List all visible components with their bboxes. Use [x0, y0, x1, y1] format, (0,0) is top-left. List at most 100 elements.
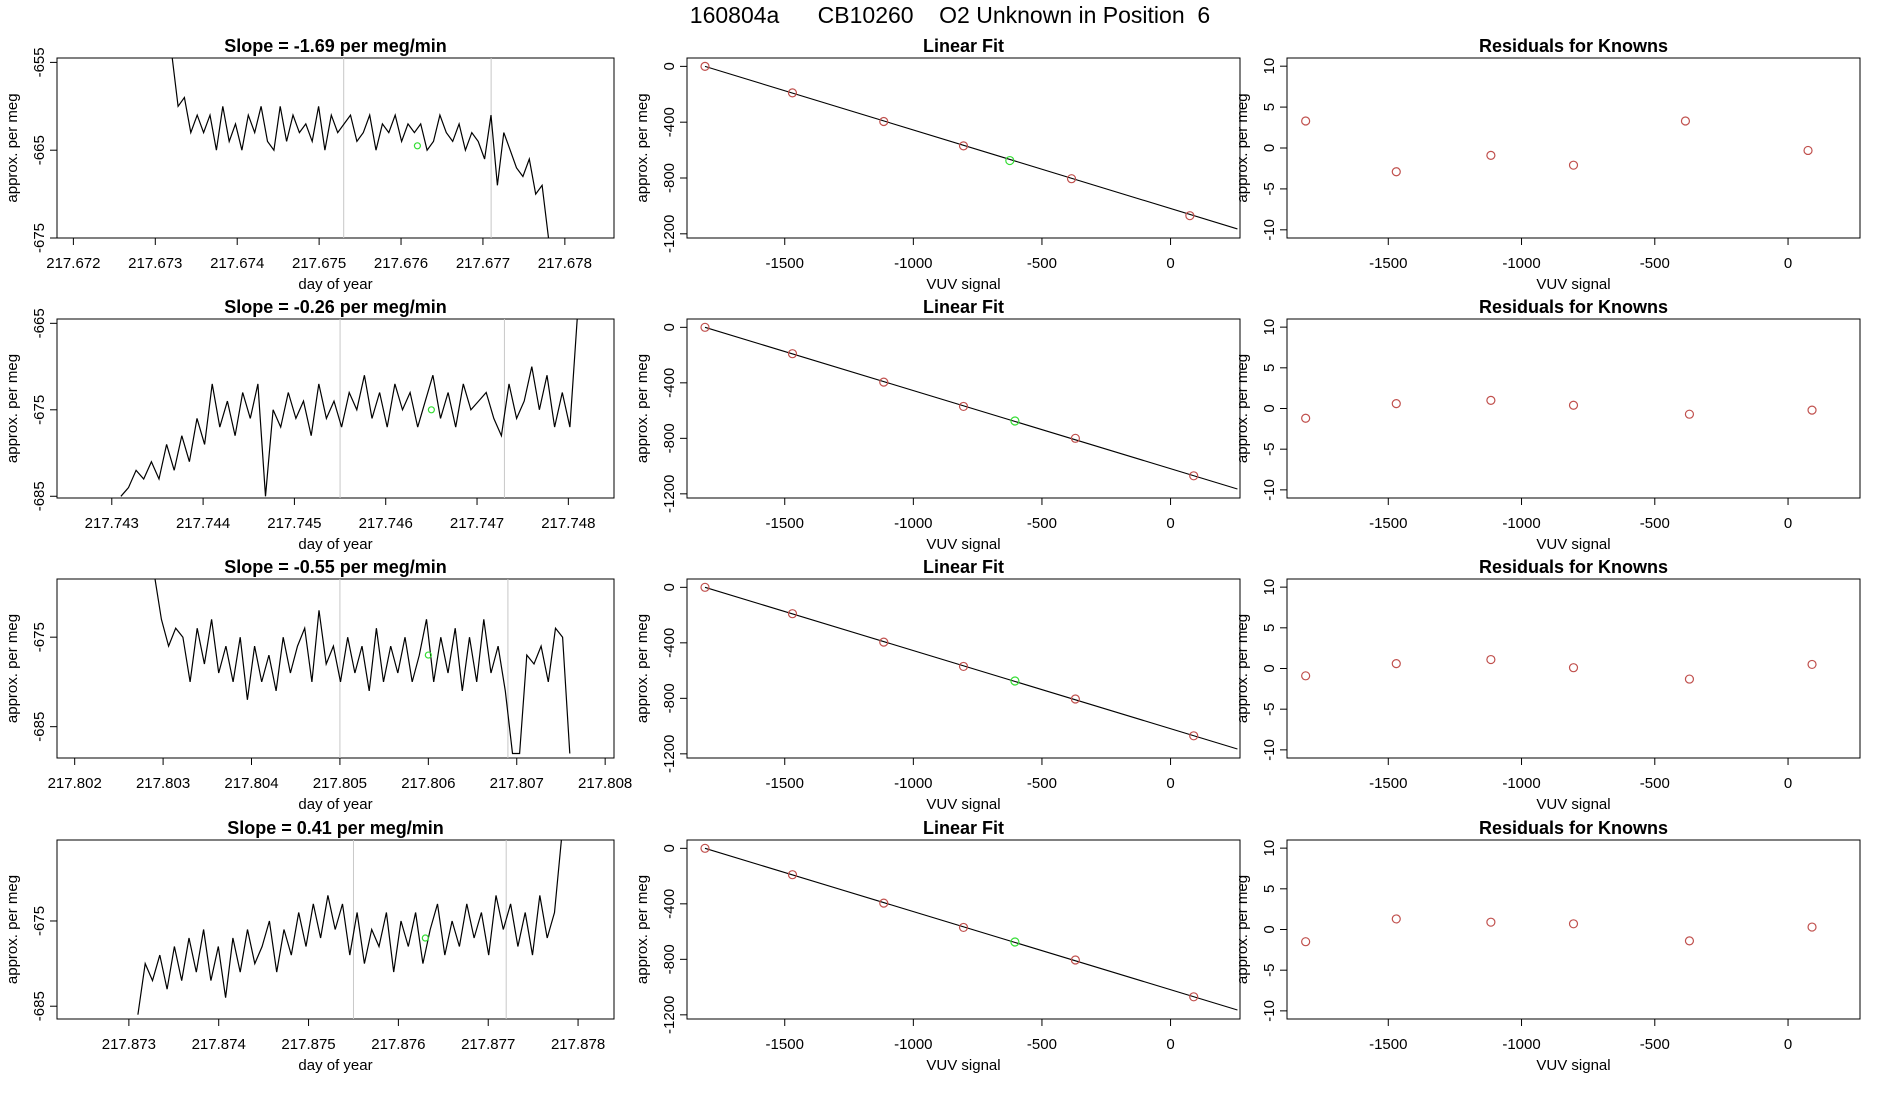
known-point	[1301, 116, 1311, 126]
x-tick-label: -500	[1027, 775, 1057, 792]
unknown-point	[1010, 676, 1020, 686]
chart-title: Residuals for Knowns	[1479, 557, 1668, 577]
y-axis-label: approx. per meg	[1234, 875, 1251, 984]
y-tick-label: -800	[661, 944, 678, 974]
y-axis-label: approx. per meg	[1234, 354, 1251, 463]
known-point	[1486, 150, 1496, 160]
y-tick-label: -5	[1261, 182, 1278, 195]
y-tick-label: 0	[1261, 404, 1278, 412]
known-point	[1301, 413, 1311, 423]
x-tick-label: 0	[1784, 1036, 1792, 1053]
x-tick-label: 217.746	[359, 515, 413, 532]
unknown-point	[424, 651, 432, 659]
unknown-point	[1010, 937, 1020, 947]
known-point	[1189, 731, 1199, 741]
known-point	[879, 898, 889, 908]
y-tick-label: -400	[661, 368, 678, 398]
x-tick-label: 217.675	[292, 255, 346, 272]
y-tick-label: 5	[1261, 103, 1278, 111]
series-line	[154, 579, 571, 755]
chart-title: Residuals for Knowns	[1479, 818, 1668, 838]
x-tick-label: 217.678	[538, 255, 592, 272]
y-tick-label: -400	[661, 107, 678, 137]
x-tick-label: -1500	[766, 255, 804, 272]
known-point	[700, 322, 710, 332]
y-tick-label: 0	[661, 844, 678, 852]
known-point	[1391, 914, 1401, 924]
x-axis-label: day of year	[298, 536, 372, 553]
known-point	[879, 637, 889, 647]
x-tick-label: 0	[1166, 515, 1174, 532]
chart-title: Linear Fit	[923, 818, 1004, 838]
x-tick-label: 0	[1166, 1036, 1174, 1053]
x-tick-label: 217.747	[450, 515, 504, 532]
fit-line	[704, 586, 1238, 750]
y-tick-label: 10	[1261, 840, 1278, 857]
x-tick-label: 0	[1784, 515, 1792, 532]
known-point	[1486, 654, 1496, 665]
known-point	[879, 377, 889, 387]
y-tick-label: 10	[1261, 319, 1278, 336]
unknown-point	[1010, 416, 1020, 426]
x-axis-label: day of year	[298, 796, 372, 813]
x-tick-label: 217.808	[578, 775, 632, 792]
y-tick-label: 0	[661, 62, 678, 70]
known-point	[1391, 659, 1401, 669]
known-point	[958, 922, 969, 933]
x-tick-label: 217.677	[456, 255, 510, 272]
plot-frame	[686, 578, 1241, 759]
x-tick-label: -1000	[894, 775, 932, 792]
chart-title: Slope = -0.26 per meg/min	[224, 297, 447, 317]
known-point	[700, 843, 710, 853]
y-tick-label: 10	[1261, 579, 1278, 596]
known-point	[1680, 116, 1691, 126]
y-axis-label: approx. per meg	[1234, 614, 1251, 723]
x-axis-label: VUV signal	[1536, 796, 1610, 813]
fit-line	[704, 65, 1238, 230]
x-tick-label: 217.743	[85, 515, 139, 532]
y-axis-label: approx. per meg	[4, 93, 21, 202]
plot-frame	[56, 839, 615, 1020]
x-tick-label: -500	[1640, 1036, 1670, 1053]
x-tick-label: -1000	[894, 1036, 932, 1053]
chart-title: Slope = 0.41 per meg/min	[227, 818, 444, 838]
x-tick-label: 217.807	[490, 775, 544, 792]
x-tick-label: 217.748	[541, 515, 595, 532]
known-point	[1070, 694, 1080, 704]
unknown-point	[1005, 155, 1015, 166]
known-point	[1189, 471, 1199, 481]
x-tick-label: 0	[1784, 775, 1792, 792]
fit-line	[704, 326, 1238, 490]
x-tick-label: 0	[1784, 255, 1792, 272]
x-tick-label: -1500	[1369, 1036, 1407, 1053]
plot-frame	[1286, 57, 1861, 239]
known-point	[1807, 922, 1817, 932]
y-tick-label: 0	[661, 323, 678, 331]
known-point	[1066, 174, 1077, 184]
known-point	[1301, 937, 1311, 947]
y-tick-label: 5	[1261, 885, 1278, 893]
known-point	[958, 141, 969, 151]
x-tick-label: 217.878	[551, 1036, 605, 1053]
x-tick-label: 0	[1166, 775, 1174, 792]
known-point	[787, 609, 798, 619]
known-point	[958, 661, 969, 672]
known-point	[1391, 399, 1401, 409]
known-point	[1301, 671, 1311, 681]
x-tick-label: 0	[1166, 255, 1174, 272]
page-title: 160804a CB10260 O2 Unknown in Position 6	[689, 2, 1211, 28]
x-tick-label: -1000	[894, 255, 932, 272]
known-point	[1684, 936, 1695, 946]
known-point	[1568, 919, 1579, 929]
y-tick-label: -5	[1261, 964, 1278, 977]
known-point	[700, 61, 710, 71]
x-tick-label: -1000	[894, 515, 932, 532]
y-axis-label: approx. per meg	[634, 354, 651, 463]
known-point	[1803, 145, 1813, 156]
x-tick-label: 217.804	[224, 775, 278, 792]
x-tick-label: 217.806	[401, 775, 455, 792]
x-axis-label: day of year	[298, 1057, 372, 1074]
known-point	[958, 401, 969, 412]
plot-frame	[56, 57, 615, 239]
